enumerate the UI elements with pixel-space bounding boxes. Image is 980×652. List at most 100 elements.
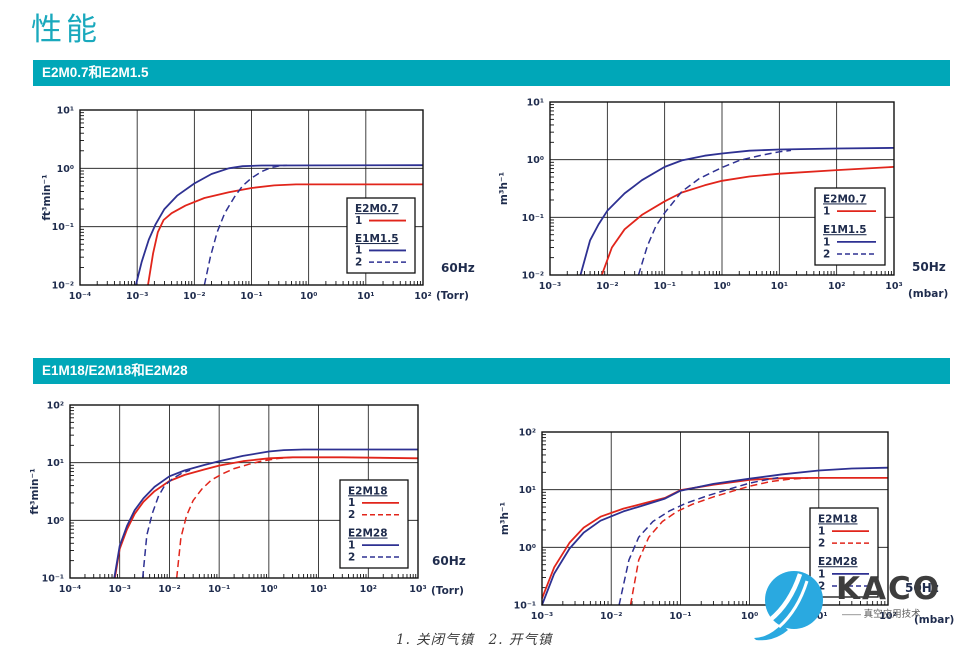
- legend-item-label: 1: [348, 539, 355, 551]
- x-axis-unit: (mbar): [914, 614, 954, 626]
- plot-border: [541, 431, 889, 606]
- x-tick-label: 10⁻¹: [653, 281, 675, 292]
- y-tick-label: 10⁰: [47, 516, 64, 527]
- series-E1M1.5-2: [203, 164, 288, 286]
- kaco-logo-icon: [754, 571, 823, 641]
- x-tick-label: 10⁻²: [596, 281, 618, 292]
- x-tick-label: 10⁻²: [158, 584, 180, 595]
- x-tick-label: 10⁻³: [531, 611, 553, 622]
- legend-item-label: 1: [818, 568, 825, 580]
- frequency-label: 60Hz: [441, 261, 475, 275]
- frequency-label: 60Hz: [432, 554, 466, 568]
- x-tick-label: 10⁻¹: [240, 291, 262, 302]
- y-tick-label: 10⁻²: [52, 281, 74, 292]
- y-tick-label: 10⁻²: [522, 271, 544, 282]
- series-E2M18-2: [629, 477, 809, 606]
- legend-item-label: 2: [818, 580, 825, 592]
- series-E2M28-1: [113, 448, 418, 579]
- legend-item-label: 1: [818, 525, 825, 537]
- x-tick-label: 10⁰: [300, 291, 317, 302]
- frequency-label: 50Hz: [912, 260, 946, 274]
- y-tick-label: 10⁰: [57, 164, 74, 175]
- x-axis-unit: (mbar): [908, 288, 948, 300]
- x-tick-label: 10⁻³: [109, 584, 131, 595]
- x-tick-label: 10⁻¹: [669, 611, 691, 622]
- legend-series-title: E2M28: [818, 556, 858, 568]
- y-tick-label: 10⁻¹: [514, 601, 536, 612]
- legend-item-label: 1: [823, 236, 830, 248]
- y-axis-label: ft³min⁻¹: [29, 468, 41, 515]
- legend-box: [339, 479, 409, 569]
- frequency-label: 50Hz: [905, 581, 939, 595]
- y-tick-label: 10⁰: [519, 543, 536, 554]
- x-tick-label: 10¹: [771, 281, 788, 292]
- legend-series-title: E2M0.7: [823, 193, 867, 205]
- y-tick-label: 10⁻¹: [522, 213, 544, 224]
- plot-border: [79, 109, 424, 286]
- kaco-logo: KACO —— 真空应用技术: [748, 566, 941, 642]
- chart-e2m07-e1m15-60hz: 10⁻⁴ 10⁻³ 10⁻² 10⁻¹ 10⁰ 10¹ 10² 10⁻² 10⁻¹ 10⁰ 10¹ f…: [41, 106, 475, 303]
- series-E2M28-1: [541, 466, 889, 606]
- y-tick-label: 10¹: [47, 458, 64, 469]
- y-tick-label: 10⁻¹: [42, 574, 64, 585]
- series-E2M28-2: [618, 476, 779, 606]
- kaco-logo-tagline: —— 真空应用技术: [842, 609, 921, 620]
- x-tick-label: 10²: [879, 611, 896, 622]
- x-tick-label: 10⁻⁴: [69, 291, 91, 302]
- y-axis-label: ft³min⁻¹: [41, 174, 53, 221]
- y-tick-label: 10⁰: [527, 155, 544, 166]
- legend-box: [814, 187, 886, 266]
- x-tick-label: 10⁰: [713, 281, 730, 292]
- plot-border: [549, 101, 895, 276]
- y-tick-label: 10¹: [527, 98, 544, 109]
- section-banner-label: E2M0.7和E2M1.5: [42, 65, 149, 80]
- x-tick-label: 10³: [409, 584, 426, 595]
- x-tick-label: 10⁻²: [183, 291, 205, 302]
- tick-labels: 10⁻³ 10⁻² 10⁻¹ 10⁰ 10¹ 10² 10⁻¹ 10⁰ 10¹ 10²: [514, 428, 897, 623]
- series-E1M1.5-1: [135, 164, 424, 286]
- footnote-gas-ballast: 1. 关闭气镇 2. 开气镇: [396, 632, 553, 648]
- chart-e2m18-e2m28-60hz: 10⁻⁴ 10⁻³ 10⁻² 10⁻¹ 10⁰ 10¹ 10² 10³ 10⁻¹ 10⁰ 10¹ 10…: [29, 401, 466, 598]
- y-tick-label: 10²: [519, 428, 536, 439]
- y-tick-label: 10¹: [519, 485, 536, 496]
- x-tick-label: 10⁻⁴: [59, 584, 81, 595]
- page-title: 性能: [31, 12, 101, 48]
- legend-series-title: E1M1.5: [823, 224, 867, 236]
- x-tick-label: 10²: [828, 281, 845, 292]
- legend-series-title: E2M0.7: [355, 203, 399, 215]
- section-banner-large-pumps: E1M18/E2M18和E2M28: [33, 358, 950, 384]
- legend-item-label: 2: [348, 509, 355, 521]
- series-E2M18-2: [175, 456, 293, 579]
- x-tick-label: 10²: [414, 291, 431, 302]
- series-E1M1.5-1: [579, 147, 895, 276]
- legend-box: [809, 507, 879, 598]
- x-tick-label: 10⁻³: [126, 291, 148, 302]
- x-tick-label: 10³: [885, 281, 902, 292]
- legend-item-label: 2: [348, 551, 355, 563]
- legend-series-title: E2M18: [818, 513, 858, 525]
- chart-e2m07-e1m15-50hz: 10⁻³ 10⁻² 10⁻¹ 10⁰ 10¹ 10² 10³10⁻²10⁻¹10⁰10¹m³…: [498, 98, 948, 301]
- x-tick-label: 10⁰: [741, 611, 758, 622]
- kaco-logo-textblock: KACO —— 真空应用技术: [836, 571, 942, 621]
- series-E2M18-1: [114, 456, 419, 579]
- section-banner-small-pumps: E2M0.7和E2M1.5: [33, 60, 950, 86]
- series-E2M28-2: [141, 469, 191, 579]
- legend-item-label: 1: [355, 215, 362, 227]
- plot-border: [69, 404, 419, 579]
- x-tick-label: 10⁻²: [600, 611, 622, 622]
- y-tick-label: 10¹: [57, 106, 74, 117]
- legend-item-label: 1: [348, 497, 355, 509]
- x-axis-unit: (Torr): [436, 290, 469, 302]
- legend-series-title: E1M1.5: [355, 233, 399, 245]
- kaco-logo-text: KACO: [836, 571, 942, 607]
- series-E2M0.7-1: [600, 166, 895, 276]
- legend-item-label: 1: [355, 245, 362, 257]
- x-tick-label: 10⁻¹: [208, 584, 230, 595]
- x-tick-label: 10¹: [310, 584, 327, 595]
